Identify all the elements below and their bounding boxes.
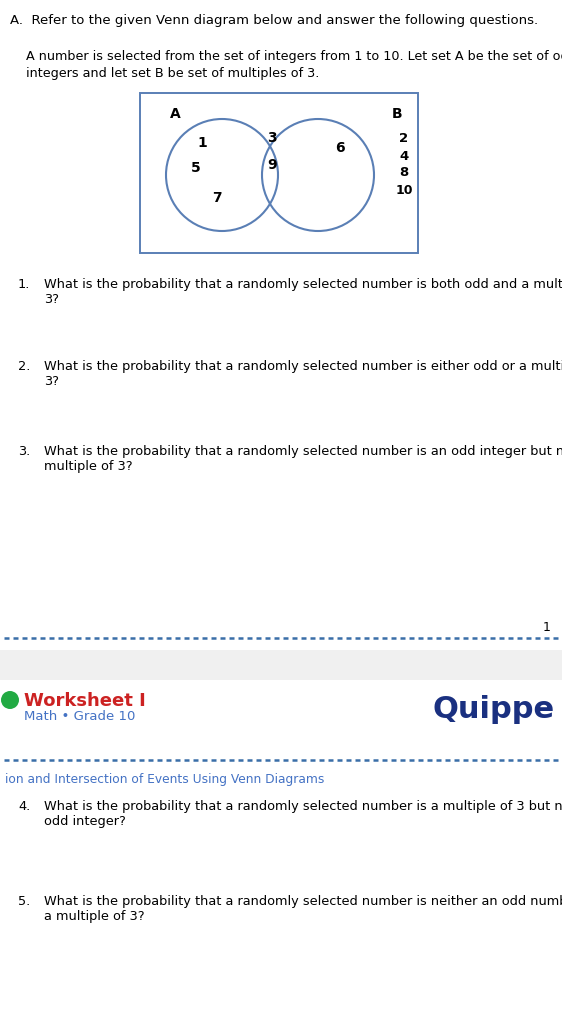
Text: What is the probability that a randomly selected number is an odd integer but no: What is the probability that a randomly … <box>44 445 562 473</box>
Text: integers and let set B be set of multiples of 3.: integers and let set B be set of multipl… <box>26 67 319 80</box>
Text: Quippe: Quippe <box>433 695 555 724</box>
Text: ion and Intersection of Events Using Venn Diagrams: ion and Intersection of Events Using Ven… <box>5 773 324 786</box>
Text: A.  Refer to the given Venn diagram below and answer the following questions.: A. Refer to the given Venn diagram below… <box>10 14 538 27</box>
Text: What is the probability that a randomly selected number is both odd and a multip: What is the probability that a randomly … <box>44 278 562 306</box>
Text: A number is selected from the set of integers from 1 to 10. Let set A be the set: A number is selected from the set of int… <box>26 50 562 63</box>
Text: What is the probability that a randomly selected number is neither an odd number: What is the probability that a randomly … <box>44 895 562 923</box>
Text: 5.: 5. <box>18 895 30 908</box>
Text: Math • Grade 10: Math • Grade 10 <box>24 710 135 723</box>
Text: 9: 9 <box>267 158 277 172</box>
Text: 8: 8 <box>400 166 409 179</box>
Circle shape <box>1 691 19 709</box>
Text: What is the probability that a randomly selected number is either odd or a multi: What is the probability that a randomly … <box>44 360 562 388</box>
Text: 3.: 3. <box>18 445 30 458</box>
Text: 4: 4 <box>400 149 409 162</box>
Text: Worksheet I: Worksheet I <box>24 692 146 710</box>
Text: 6: 6 <box>335 141 345 155</box>
Bar <box>140 93 418 254</box>
Text: 2.: 2. <box>18 360 30 373</box>
Text: What is the probability that a randomly selected number is a multiple of 3 but n: What is the probability that a randomly … <box>44 800 562 828</box>
Text: 1: 1 <box>543 621 551 634</box>
Text: B: B <box>392 107 402 121</box>
Text: 3: 3 <box>267 131 277 145</box>
Bar <box>0 650 562 680</box>
Text: 10: 10 <box>395 185 413 198</box>
Text: 7: 7 <box>212 191 222 205</box>
Text: 1: 1 <box>197 136 207 150</box>
Text: 4.: 4. <box>18 800 30 813</box>
Text: 5: 5 <box>191 161 201 175</box>
Text: 1.: 1. <box>18 278 30 291</box>
Text: A: A <box>170 107 181 121</box>
Text: 2: 2 <box>400 133 409 145</box>
